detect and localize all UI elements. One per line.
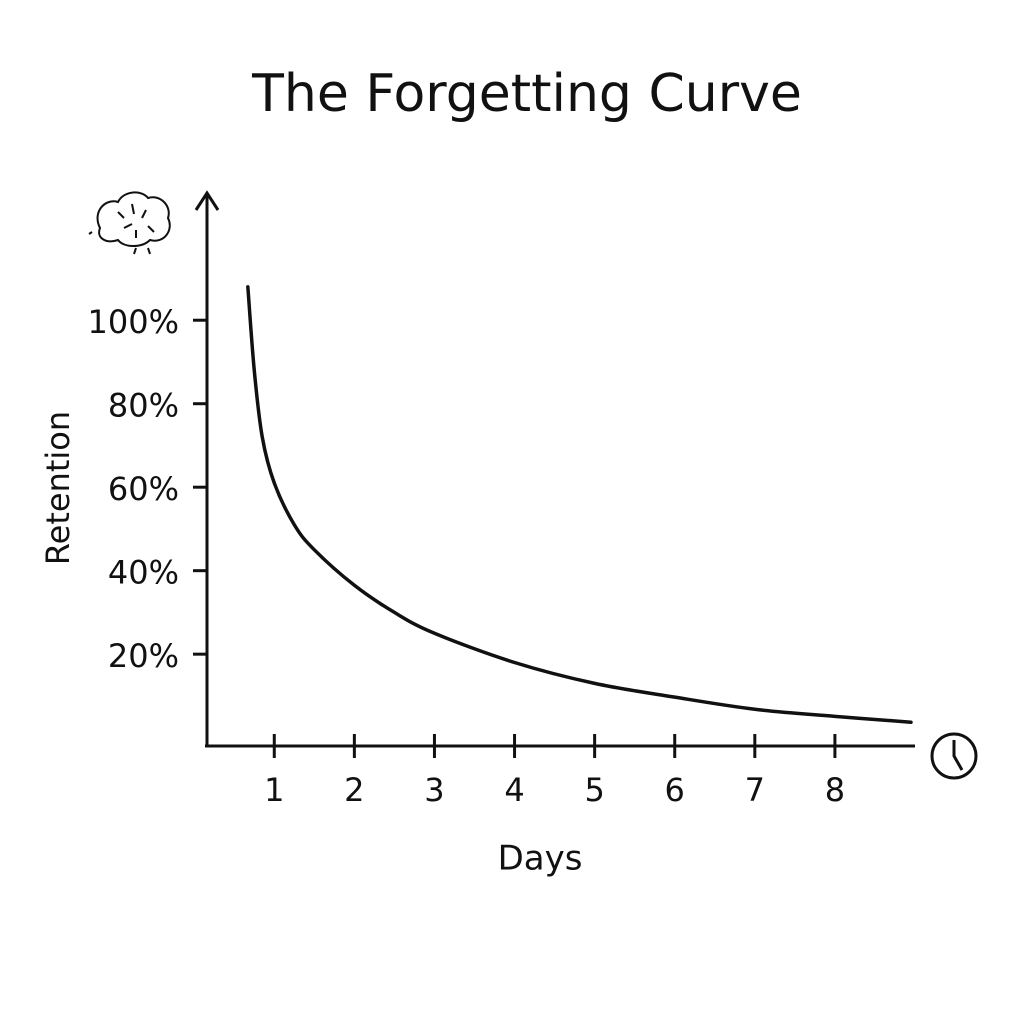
x-tick-label: 5 <box>584 771 604 809</box>
x-tick-label: 2 <box>344 771 364 809</box>
y-axis-label: Retention <box>39 411 77 565</box>
clock-icon <box>930 732 978 780</box>
x-tick-label: 7 <box>745 771 765 809</box>
curve <box>246 285 913 724</box>
x-tick-label: 8 <box>825 771 845 809</box>
chart-title: The Forgetting Curve <box>251 64 802 124</box>
y-tick-label: 100% <box>88 303 179 341</box>
y-tick-label: 60% <box>108 470 179 508</box>
y-tick-label: 80% <box>108 387 179 425</box>
y-axis-arrow <box>194 190 220 211</box>
x-tick-label: 4 <box>504 771 524 809</box>
y-tick-label: 40% <box>108 554 179 592</box>
brain-icon <box>88 191 171 255</box>
x-tick-label: 1 <box>264 771 284 809</box>
x-tick-label: 3 <box>424 771 444 809</box>
x-tick-label: 6 <box>665 771 685 809</box>
y-tick-label: 20% <box>108 637 179 675</box>
x-axis-label: Days <box>498 839 583 879</box>
